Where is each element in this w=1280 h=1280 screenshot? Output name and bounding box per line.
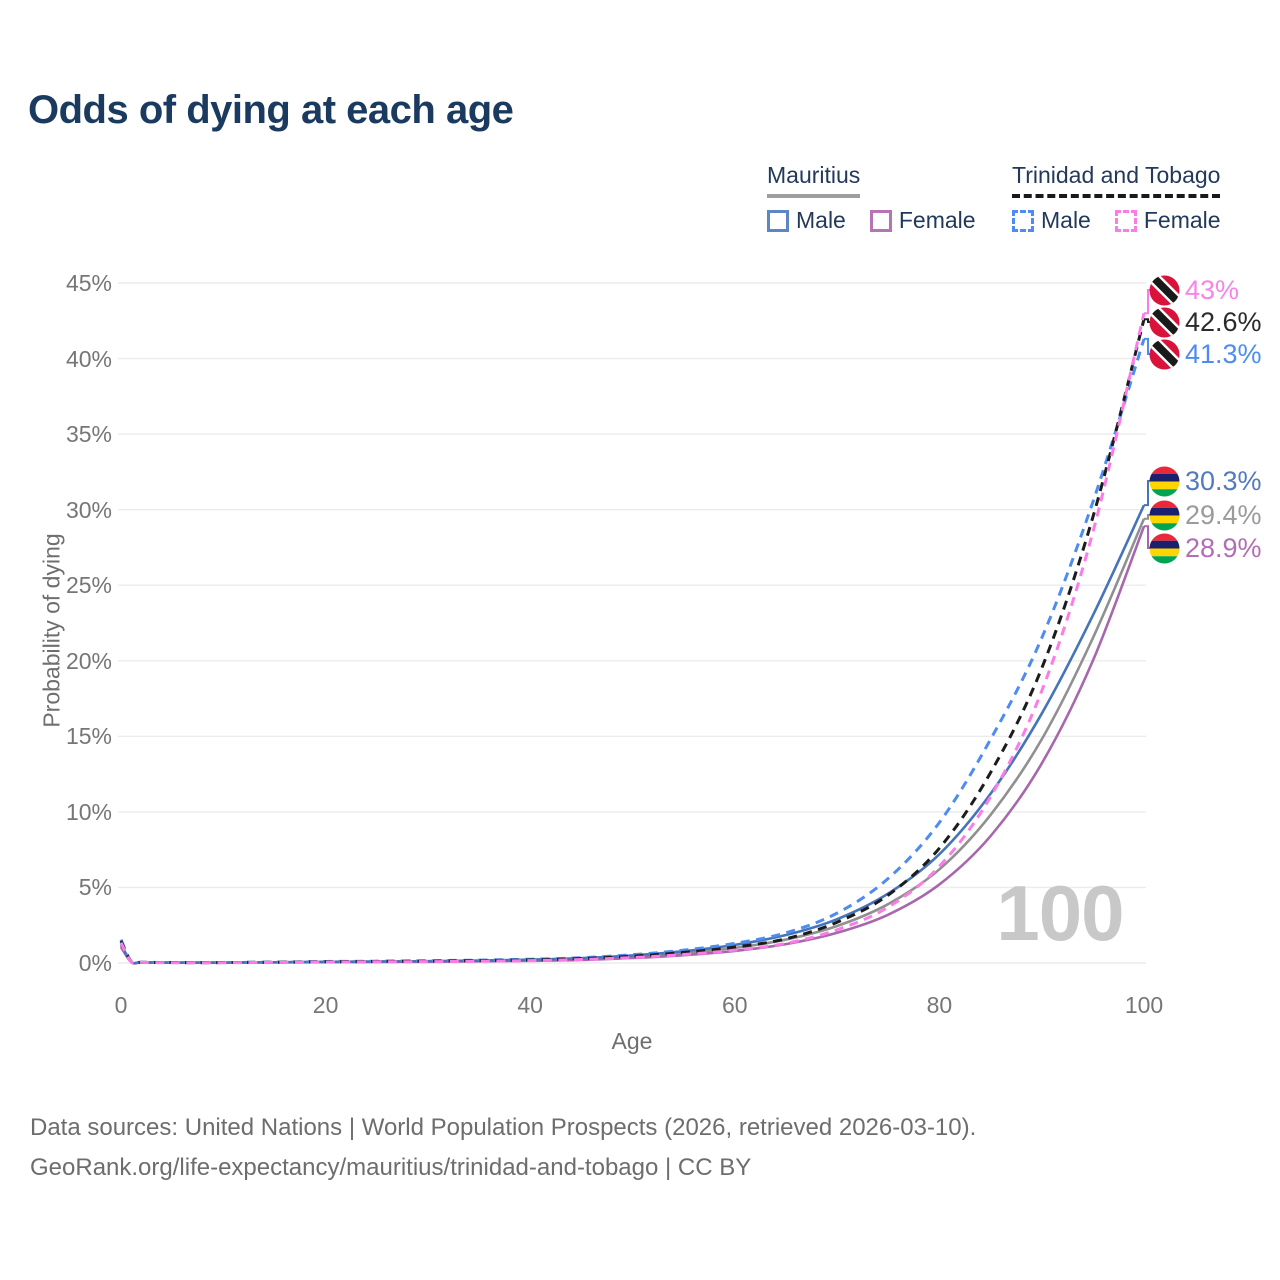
legend-item-mauritius-male[interactable]: Male (767, 207, 846, 234)
legend-items-trinidad-and-tobago: Male Female (1012, 207, 1221, 234)
mauritius-flag-icon (1149, 465, 1180, 497)
y-tick-label: 40% (65, 345, 112, 372)
end-label-value: 42.6% (1185, 306, 1262, 337)
x-tick-label: 80 (926, 992, 953, 1018)
footer: Data sources: United Nations | World Pop… (30, 1108, 1250, 1188)
y-tick-label: 10% (65, 798, 112, 825)
attribution-line: GeoRank.org/life-expectancy/mauritius/tr… (30, 1154, 752, 1181)
y-axis-title: Probability of dying (38, 533, 65, 728)
end-label-mu_male: 30.3% (1149, 464, 1262, 498)
x-axis-title: Age (611, 1028, 653, 1054)
legend-item-trinidad-male[interactable]: Male (1012, 207, 1091, 234)
y-tick-label: 15% (65, 723, 112, 750)
legend-items-mauritius: Male Female (767, 207, 976, 234)
end-label-value: 43% (1185, 274, 1240, 305)
legend-label: Male (1041, 207, 1091, 233)
end-label-tt_total: 42.6% (1149, 305, 1262, 339)
end-label-value: 29.4% (1185, 499, 1262, 530)
y-tick-label: 0% (78, 950, 112, 976)
legend: Mauritius Male Female Trinidad and Tobag… (0, 162, 1280, 242)
end-label-value: 41.3% (1185, 338, 1262, 369)
y-tick-label: 45% (65, 270, 112, 296)
end-label-mu_total: 29.4% (1149, 498, 1262, 532)
legend-label: Male (796, 207, 846, 233)
x-tick-label: 0 (114, 992, 128, 1018)
y-tick-label: 25% (65, 572, 112, 599)
age-counter-watermark: 100 (996, 869, 1124, 957)
end-label-tt_female: 43% (1149, 273, 1239, 307)
y-tick-label: 30% (65, 496, 112, 523)
legend-group-trinidad-and-tobago: Trinidad and Tobago Male Female (1012, 162, 1221, 234)
y-tick-label: 35% (65, 421, 112, 448)
mauritius-flag-icon (1149, 532, 1180, 564)
line-tt_female (119, 312, 1146, 965)
y-tick-label: 5% (78, 874, 112, 901)
x-tick-label: 40 (517, 992, 543, 1018)
end-label-mu_female: 28.9% (1149, 531, 1262, 565)
x-tick-label: 20 (312, 992, 339, 1018)
legend-group-mauritius: Mauritius Male Female (767, 162, 976, 234)
end-label-value: 28.9% (1185, 532, 1262, 563)
mauritius-flag-icon (1149, 499, 1180, 531)
legend-title-trinidad-and-tobago: Trinidad and Tobago (1012, 162, 1221, 198)
y-tick-label: 20% (65, 647, 112, 674)
trinidad-and-tobago-flag-icon (1149, 306, 1180, 338)
page-title: Odds of dying at each age (28, 88, 514, 132)
end-label-value: 30.3% (1185, 465, 1262, 496)
legend-label: Female (898, 207, 976, 233)
mauritius-female-swatch-icon (869, 209, 892, 232)
trinidad-and-tobago-flag-icon (1149, 338, 1180, 370)
mauritius-male-swatch-icon (767, 209, 789, 232)
legend-title-mauritius: Mauritius (767, 162, 861, 198)
trinidad-and-tobago-flag-icon (1149, 274, 1180, 306)
line-tt_total (119, 318, 1146, 965)
data-source-line: Data sources: United Nations | World Pop… (30, 1114, 977, 1141)
x-tick-label: 100 (1124, 992, 1164, 1018)
legend-label: Female (1143, 207, 1221, 233)
end-label-tt_male: 41.3% (1149, 337, 1262, 371)
trinidad-male-swatch-icon (1012, 209, 1034, 232)
trinidad-female-swatch-icon (1114, 209, 1137, 232)
x-tick-label: 60 (722, 992, 748, 1018)
legend-item-trinidad-female[interactable]: Female (1114, 207, 1221, 234)
legend-item-mauritius-female[interactable]: Female (869, 207, 976, 234)
